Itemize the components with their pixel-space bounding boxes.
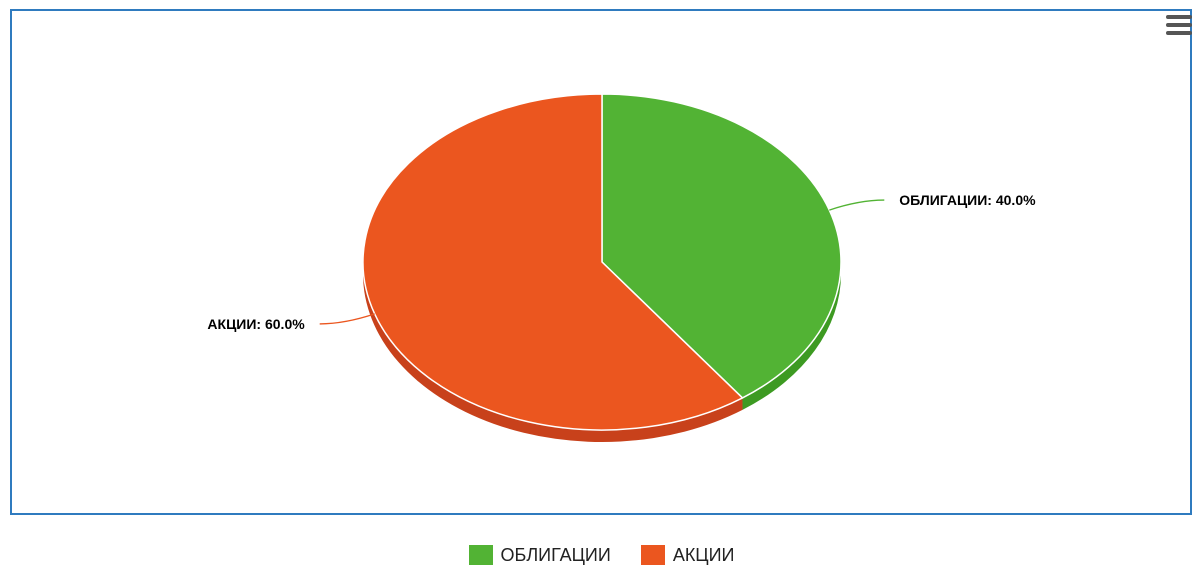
legend-item-stocks[interactable]: АКЦИИ <box>640 544 735 566</box>
pie-slice-1[interactable] <box>362 93 744 431</box>
data-label-0: ОБЛИГАЦИИ: 40.0% <box>899 192 1036 208</box>
pie-slice-0[interactable] <box>601 93 842 399</box>
legend-swatch-bonds <box>468 545 493 565</box>
legend-swatch-stocks <box>640 545 665 565</box>
pie-slice-side-0 <box>742 262 841 410</box>
legend-label-bonds: ОБЛИГАЦИИ <box>500 544 611 565</box>
legend-item-bonds[interactable]: ОБЛИГАЦИИ <box>468 544 611 566</box>
legend-label-stocks: АКЦИИ <box>672 544 735 565</box>
pie-slice-side-1 <box>363 262 743 443</box>
data-label-1: АКЦИИ: 60.0% <box>207 316 305 332</box>
data-label-connector-1 <box>319 313 375 325</box>
data-label-connector-0 <box>829 199 885 211</box>
hamburger-menu-icon[interactable] <box>1166 15 1192 37</box>
legend: ОБЛИГАЦИИ АКЦИИ <box>0 540 1203 570</box>
